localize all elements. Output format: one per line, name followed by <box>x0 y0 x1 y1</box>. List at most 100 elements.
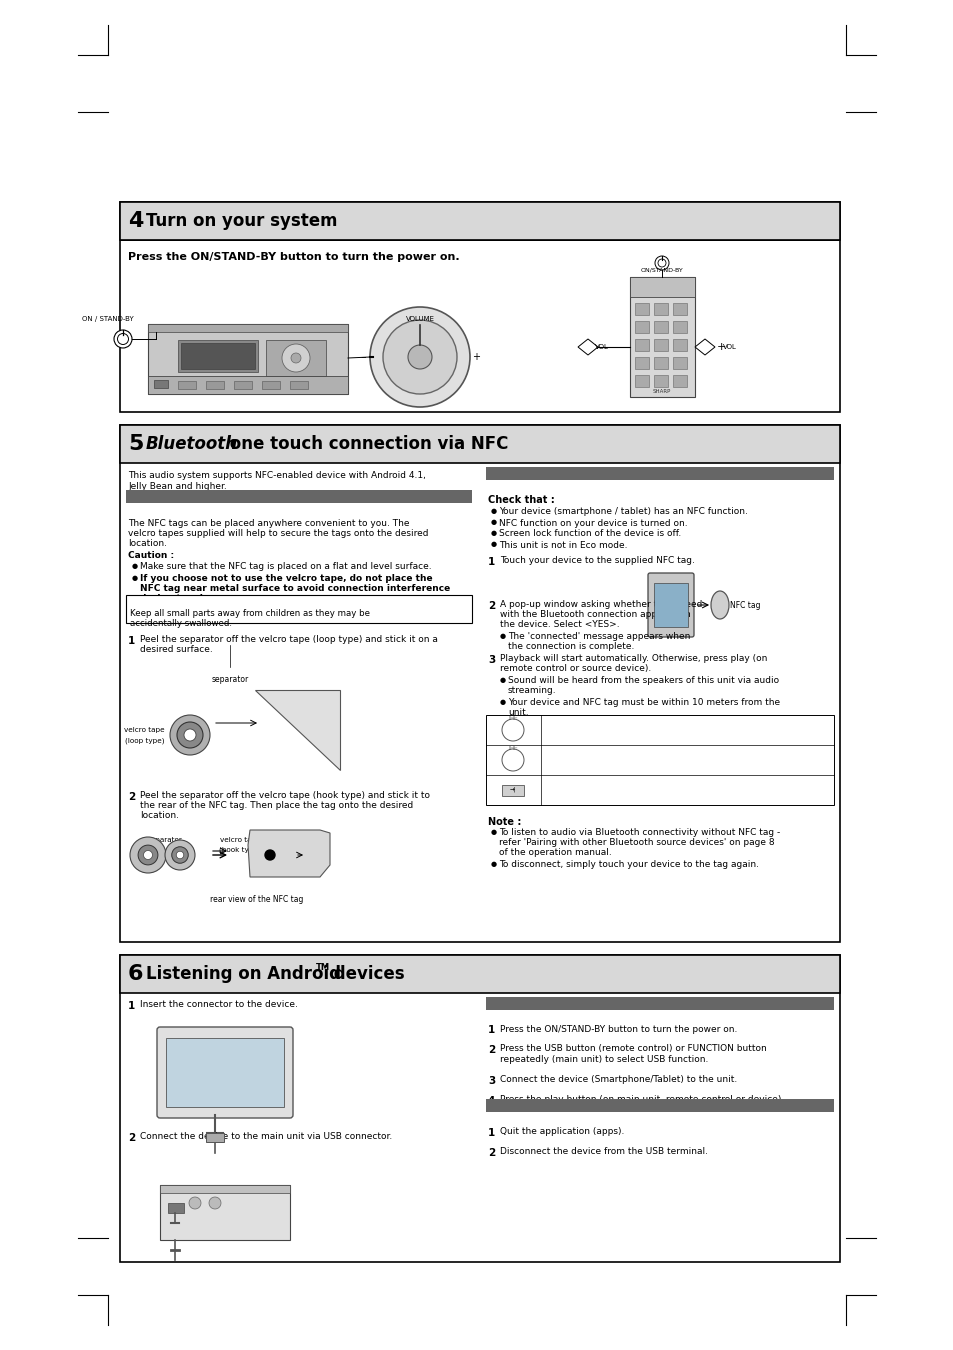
Text: the device. Select <YES>.: the device. Select <YES>. <box>499 620 619 629</box>
Text: Sound will be heard from the speakers of this unit via audio: Sound will be heard from the speakers of… <box>507 676 779 684</box>
Text: 3: 3 <box>488 655 495 666</box>
Text: ●: ● <box>491 829 497 836</box>
Text: ON / STAND-BY: ON / STAND-BY <box>82 316 133 323</box>
Text: during tagging.: during tagging. <box>140 594 219 603</box>
Text: 2: 2 <box>128 792 135 802</box>
Text: location.: location. <box>140 811 179 819</box>
Text: ●: ● <box>491 508 497 514</box>
Text: Listening on Android: Listening on Android <box>146 965 340 983</box>
Text: +: + <box>472 352 479 362</box>
Polygon shape <box>578 339 598 355</box>
Circle shape <box>170 716 210 755</box>
Bar <box>120 202 840 240</box>
Bar <box>654 302 667 315</box>
Bar <box>126 490 472 504</box>
Text: Bluetooth: Bluetooth <box>146 435 238 454</box>
Bar <box>166 1038 284 1107</box>
Text: Connect the device (Smartphone/Tablet) to the unit.: Connect the device (Smartphone/Tablet) t… <box>499 1076 737 1084</box>
Text: NFC tag: NFC tag <box>729 601 760 609</box>
Text: Insert the connector to the device.: Insert the connector to the device. <box>140 1000 297 1008</box>
Polygon shape <box>248 830 330 878</box>
Text: Press the ON/STAND-BY button to turn the power on.: Press the ON/STAND-BY button to turn the… <box>128 252 459 262</box>
Bar <box>672 339 686 351</box>
Text: 3: 3 <box>488 1076 495 1085</box>
Circle shape <box>265 850 274 860</box>
Text: VOLUME: VOLUME <box>405 316 434 323</box>
Ellipse shape <box>710 591 728 620</box>
Circle shape <box>658 259 665 267</box>
Text: Jelly Bean and higher.: Jelly Bean and higher. <box>128 482 227 491</box>
Text: of the operation manual.: of the operation manual. <box>498 848 611 857</box>
Text: location.: location. <box>128 539 167 548</box>
Text: 6: 6 <box>128 964 143 984</box>
Text: devices: devices <box>328 965 404 983</box>
Circle shape <box>184 729 195 741</box>
Circle shape <box>165 840 194 869</box>
Text: one touch connection via NFC: one touch connection via NFC <box>224 435 508 454</box>
Circle shape <box>655 256 668 270</box>
Bar <box>181 343 254 369</box>
Bar <box>160 1185 290 1193</box>
Bar <box>654 321 667 333</box>
Text: This unit is not in Eco mode.: This unit is not in Eco mode. <box>498 540 627 549</box>
Circle shape <box>113 329 132 348</box>
Text: ●: ● <box>499 699 506 705</box>
Text: The NFC tags can be placed anywhere convenient to you. The: The NFC tags can be placed anywhere conv… <box>128 518 409 528</box>
Bar <box>635 375 648 387</box>
Text: 5: 5 <box>128 433 143 454</box>
Bar <box>168 1203 184 1214</box>
Text: 4: 4 <box>488 1096 495 1106</box>
Text: A pop-up window asking whether to proceed: A pop-up window asking whether to procee… <box>499 599 701 609</box>
Bar <box>629 277 695 297</box>
Bar <box>262 381 280 389</box>
Circle shape <box>382 320 456 394</box>
Text: The 'connected' message appears when: The 'connected' message appears when <box>507 632 690 641</box>
FancyBboxPatch shape <box>647 572 693 637</box>
Text: VOL: VOL <box>595 344 608 350</box>
Bar <box>485 1099 833 1112</box>
Text: 2: 2 <box>488 1148 495 1158</box>
Circle shape <box>130 837 166 873</box>
Bar <box>160 1185 290 1241</box>
Text: Check that :: Check that : <box>488 495 554 505</box>
Bar <box>654 583 687 626</box>
Text: the rear of the NFC tag. Then place the tag onto the desired: the rear of the NFC tag. Then place the … <box>140 801 413 810</box>
Bar <box>120 425 840 942</box>
Text: To disconnect, simply touch your device to the tag again.: To disconnect, simply touch your device … <box>498 860 759 869</box>
Text: 1: 1 <box>488 1129 495 1138</box>
Text: desired surface.: desired surface. <box>140 645 213 653</box>
Text: ●: ● <box>132 563 138 568</box>
Bar <box>672 321 686 333</box>
Text: refer 'Pairing with other Bluetooth source devices' on page 8: refer 'Pairing with other Bluetooth sour… <box>498 838 774 846</box>
Text: Press the ON/STAND-BY button to turn the power on.: Press the ON/STAND-BY button to turn the… <box>499 1025 737 1034</box>
Text: Note :: Note : <box>488 817 521 828</box>
Text: Press the play button (on main unit, remote control or device).: Press the play button (on main unit, rem… <box>499 1095 783 1104</box>
Text: velcro tapes supplied will help to secure the tags onto the desired: velcro tapes supplied will help to secur… <box>128 529 428 539</box>
Bar <box>178 340 257 373</box>
Bar <box>120 954 840 994</box>
Text: Your device (smartphone / tablet) has an NFC function.: Your device (smartphone / tablet) has an… <box>498 508 747 517</box>
Text: 2: 2 <box>488 601 495 612</box>
Text: ●: ● <box>491 518 497 525</box>
Text: Caution :: Caution : <box>128 551 174 560</box>
Bar <box>654 375 667 387</box>
Text: 1: 1 <box>128 636 135 647</box>
Text: ●: ● <box>491 531 497 536</box>
Text: repeatedly (main unit) to select USB function.: repeatedly (main unit) to select USB fun… <box>499 1056 708 1065</box>
Circle shape <box>291 352 301 363</box>
Text: with the Bluetooth connection appears on: with the Bluetooth connection appears on <box>499 610 690 620</box>
Bar <box>672 375 686 387</box>
Text: –: – <box>360 352 366 362</box>
Polygon shape <box>254 690 339 770</box>
Text: Peel the separator off the velcro tape (hook type) and stick it to: Peel the separator off the velcro tape (… <box>140 791 430 801</box>
Circle shape <box>176 852 184 859</box>
Polygon shape <box>695 339 714 355</box>
Circle shape <box>117 333 129 344</box>
Text: NFC function on your device is turned on.: NFC function on your device is turned on… <box>498 518 687 528</box>
Text: velcro tape: velcro tape <box>219 837 260 842</box>
Text: ●: ● <box>499 676 506 683</box>
Bar <box>120 425 840 463</box>
Bar <box>266 340 326 377</box>
Text: Peel the separator off the velcro tape (loop type) and stick it on a: Peel the separator off the velcro tape (… <box>140 634 437 644</box>
Bar <box>120 202 840 412</box>
